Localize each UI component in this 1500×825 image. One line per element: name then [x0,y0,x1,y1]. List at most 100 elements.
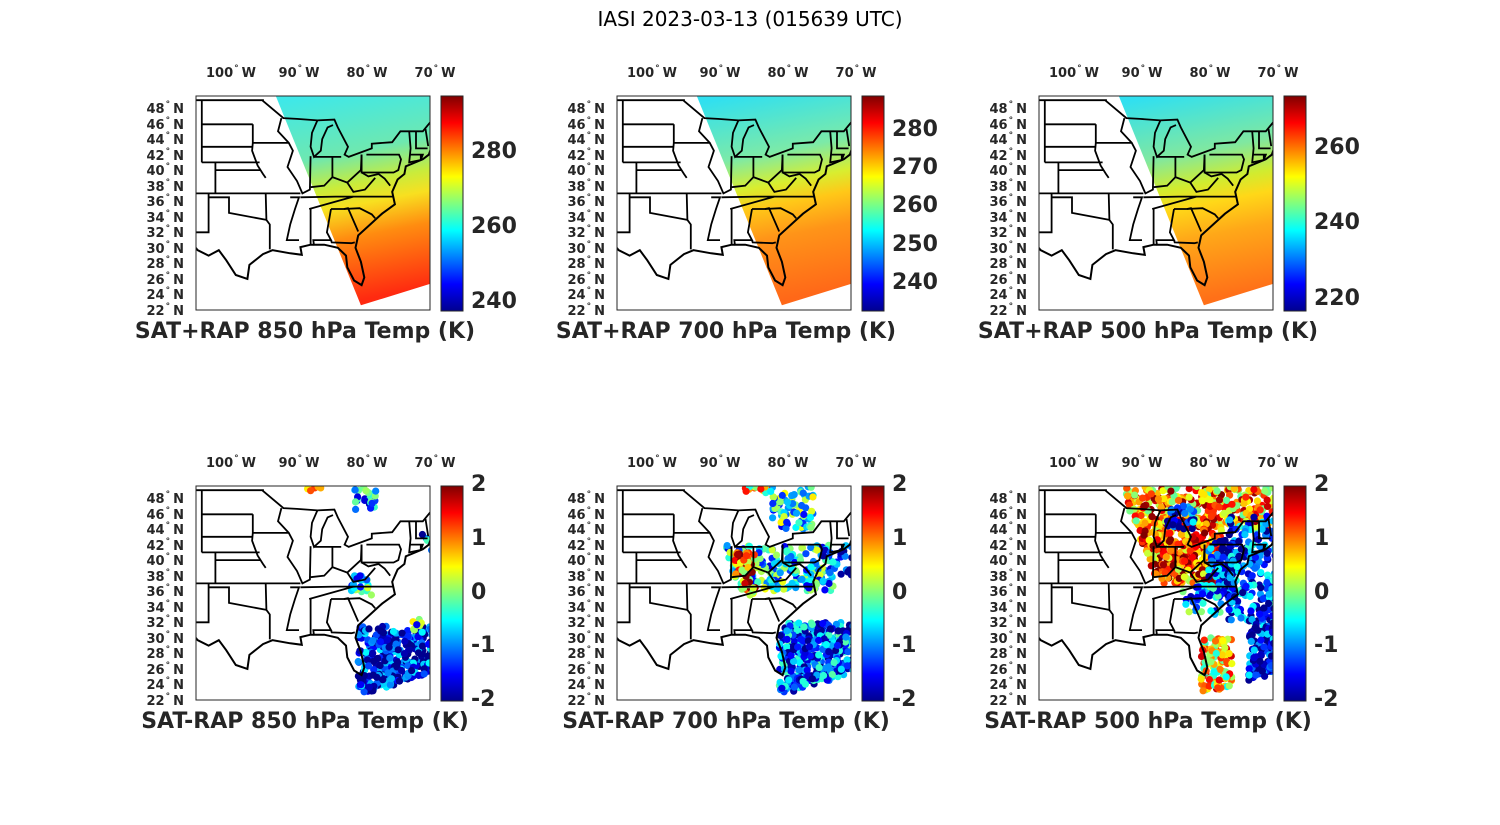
latitude-value: 34 [989,210,1008,226]
degree-symbol: ° [786,454,792,464]
observation-dot [1245,676,1253,684]
observation-dot [795,619,803,627]
degree-symbol: ° [1008,552,1014,563]
observation-dot [1269,577,1273,585]
degree-symbol: ° [1008,567,1014,578]
observation-dot [1274,622,1281,629]
colorbar-tick-label: 0 [1314,579,1330,605]
observation-dot [1167,546,1175,554]
observation-dot [1273,663,1280,670]
observation-dot [853,632,860,639]
degree-symbol: ° [433,64,439,74]
latitude-hemisphere: N [1016,616,1027,632]
longitude-value: 70 [414,66,433,81]
latitude-tick-label: 40° N [134,552,184,569]
latitude-tick-label: 34° N [977,599,1027,616]
latitude-tick-label: 38° N [555,568,605,585]
observation-dot [1226,516,1234,524]
degree-symbol: ° [1008,286,1014,297]
observation-dot [357,681,365,689]
degree-symbol: ° [433,454,439,464]
latitude-hemisphere: N [594,523,605,539]
degree-symbol: ° [165,239,171,250]
observation-dot [370,657,378,665]
observation-dot [1159,487,1167,495]
state-boundary [264,583,271,640]
latitude-value: 22 [989,304,1008,319]
observation-dot [1247,637,1255,645]
observation-dot [1233,563,1241,571]
observation-dot [1272,610,1273,612]
observation-dot [1270,605,1273,612]
observation-dot [1160,495,1168,503]
latitude-value: 22 [146,694,165,709]
state-boundary [1153,566,1177,579]
observation-dot [1180,573,1188,581]
latitude-tick-label: 42° N [134,147,184,164]
observation-dot [844,648,851,656]
latitude-hemisphere: N [594,117,605,133]
latitude-value: 24 [567,678,586,694]
observation-dot [800,623,808,631]
observation-dot [815,636,823,644]
state-boundary [1204,561,1234,577]
observation-dot [351,486,359,494]
observation-dot [1213,550,1221,559]
observation-dot [1199,590,1207,598]
state-boundary [331,207,376,219]
latitude-value: 24 [989,678,1008,694]
observation-dot [408,667,416,675]
map-plot [195,485,464,702]
latitude-tick-label: 28° N [977,255,1027,272]
observation-dot [429,632,430,636]
observation-dot [819,577,827,585]
longitude-tick-label: 80° W [1190,64,1231,81]
latitude-hemisphere: N [594,631,605,647]
observation-dot [1251,553,1260,561]
latitude-tick-label: 38° N [134,178,184,195]
latitude-value: 44 [989,133,1008,149]
observation-dot [1271,552,1273,559]
latitude-hemisphere: N [173,554,184,570]
degree-symbol: ° [1008,302,1014,312]
latitude-hemisphere: N [594,538,605,554]
observation-dot [369,649,377,657]
observation-dot [1200,491,1208,499]
latitude-hemisphere: N [594,179,605,195]
satellite-swath [1118,96,1273,306]
state-boundary [730,510,755,549]
degree-symbol: ° [1140,454,1146,464]
latitude-value: 38 [146,569,165,585]
latitude-tick-label: 48° N [977,100,1027,117]
map-panel-5: -2 -1 0 1 2 100° W 90° W 80° W 70° W 48° N 46° N 44° N 42° N… [541,450,1021,780]
observation-dot [1242,493,1250,501]
latitude-hemisphere: N [173,288,184,304]
state-boundary [729,195,775,210]
longitude-tick-label: 90° W [700,64,741,81]
observation-dot [784,498,792,506]
latitude-tick-label: 32° N [134,224,184,241]
observation-dot [805,584,813,592]
colorbar-tick-label: 260 [1314,134,1360,160]
observation-dot [363,576,371,584]
degree-symbol: ° [297,454,303,464]
observation-dot [307,487,315,495]
latitude-hemisphere: N [1016,538,1027,554]
observation-dot [1201,529,1209,537]
observation-dot [1273,625,1280,632]
observation-dot [854,657,861,664]
state-boundary [251,514,267,569]
map-plot [1038,485,1307,702]
observation-dot [785,676,793,684]
degree-symbol: ° [1008,489,1014,500]
degree-symbol: ° [586,286,592,297]
latitude-hemisphere: N [594,662,605,678]
latitude-tick-label: 22° N [977,692,1027,709]
latitude-value: 30 [146,241,165,257]
state-boundary [1251,521,1268,554]
degree-symbol: ° [1008,660,1014,671]
map-axes-frame [616,485,852,701]
map-plot [616,95,885,312]
colorbar-tick-label: 270 [892,154,938,180]
latitude-hemisphere: N [1016,195,1027,211]
